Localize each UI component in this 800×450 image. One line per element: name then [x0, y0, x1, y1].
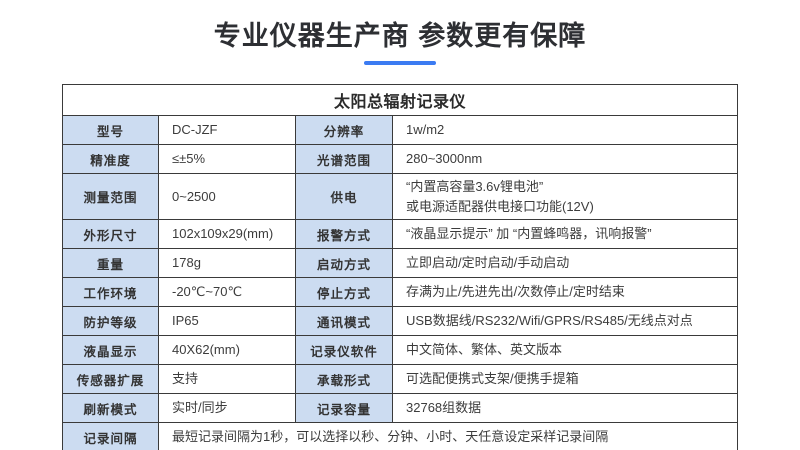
table-row: 型号 DC-JZF 分辨率 1w/m2	[62, 115, 738, 145]
spec-value: IP65	[158, 306, 296, 336]
spec-value: 280~3000nm	[392, 144, 738, 174]
table-row: 测量范围 0~2500 供电 “内置高容量3.6v锂电池” 或电源适配器供电接口…	[62, 173, 738, 220]
spec-value: 32768组数据	[392, 393, 738, 423]
spec-label: 传感器扩展	[62, 364, 159, 394]
spec-label: 供电	[295, 173, 393, 220]
spec-value: 1w/m2	[392, 115, 738, 145]
spec-label: 记录容量	[295, 393, 393, 423]
spec-value: 存满为止/先进先出/次数停止/定时结束	[392, 277, 738, 307]
spec-value: 178g	[158, 248, 296, 278]
spec-value: 102x109x29(mm)	[158, 219, 296, 249]
spec-label: 型号	[62, 115, 159, 145]
spec-value: 40X62(mm)	[158, 335, 296, 365]
table-row: 精准度 ≤±5% 光谱范围 280~3000nm	[62, 144, 738, 174]
spec-label: 工作环境	[62, 277, 159, 307]
spec-value: “内置高容量3.6v锂电池” 或电源适配器供电接口功能(12V)	[392, 173, 738, 220]
spec-label: 通讯模式	[295, 306, 393, 336]
spec-value: 可选配便携式支架/便携手提箱	[392, 364, 738, 394]
spec-value: USB数据线/RS232/Wifi/GPRS/RS485/无线点对点	[392, 306, 738, 336]
table-row: 液晶显示 40X62(mm) 记录仪软件 中文简体、繁体、英文版本	[62, 335, 738, 365]
spec-label: 启动方式	[295, 248, 393, 278]
spec-value: 中文简体、繁体、英文版本	[392, 335, 738, 365]
spec-label: 光谱范围	[295, 144, 393, 174]
spec-label: 刷新模式	[62, 393, 159, 423]
spec-label: 测量范围	[62, 173, 159, 220]
spec-value: 0~2500	[158, 173, 296, 220]
spec-value: 支持	[158, 364, 296, 394]
spec-label: 防护等级	[62, 306, 159, 336]
spec-value: DC-JZF	[158, 115, 296, 145]
spec-label: 记录间隔	[62, 422, 159, 450]
page-title: 专业仪器生产商 参数更有保障	[213, 21, 587, 51]
spec-label: 记录仪软件	[295, 335, 393, 365]
spec-label: 重量	[62, 248, 159, 278]
spec-label: 报警方式	[295, 219, 393, 249]
table-title-row: 太阳总辐射记录仪	[62, 84, 738, 116]
spec-value: 最短记录间隔为1秒，可以选择以秒、分钟、小时、天任意设定采样记录间隔	[158, 422, 738, 450]
spec-value: “液晶显示提示” 加 “内置蜂鸣器，讯响报警”	[392, 219, 738, 249]
table-row: 外形尺寸 102x109x29(mm) 报警方式 “液晶显示提示” 加 “内置蜂…	[62, 219, 738, 249]
table-row: 重量 178g 启动方式 立即启动/定时启动/手动启动	[62, 248, 738, 278]
spec-value: -20℃~70℃	[158, 277, 296, 307]
spec-value: 实时/同步	[158, 393, 296, 423]
table-row-full: 记录间隔 最短记录间隔为1秒，可以选择以秒、分钟、小时、天任意设定采样记录间隔	[62, 422, 738, 450]
spec-label: 承载形式	[295, 364, 393, 394]
table-row: 传感器扩展 支持 承载形式 可选配便携式支架/便携手提箱	[62, 364, 738, 394]
spec-label: 精准度	[62, 144, 159, 174]
table-row: 刷新模式 实时/同步 记录容量 32768组数据	[62, 393, 738, 423]
spec-table: 太阳总辐射记录仪 型号 DC-JZF 分辨率 1w/m2 精准度 ≤±5% 光谱…	[62, 84, 738, 450]
spec-label: 外形尺寸	[62, 219, 159, 249]
table-row: 工作环境 -20℃~70℃ 停止方式 存满为止/先进先出/次数停止/定时结束	[62, 277, 738, 307]
spec-value: 立即启动/定时启动/手动启动	[392, 248, 738, 278]
title-underline	[364, 61, 436, 65]
table-title: 太阳总辐射记录仪	[62, 84, 738, 116]
spec-label: 分辨率	[295, 115, 393, 145]
spec-label: 液晶显示	[62, 335, 159, 365]
spec-value: ≤±5%	[158, 144, 296, 174]
spec-label: 停止方式	[295, 277, 393, 307]
table-row: 防护等级 IP65 通讯模式 USB数据线/RS232/Wifi/GPRS/RS…	[62, 306, 738, 336]
